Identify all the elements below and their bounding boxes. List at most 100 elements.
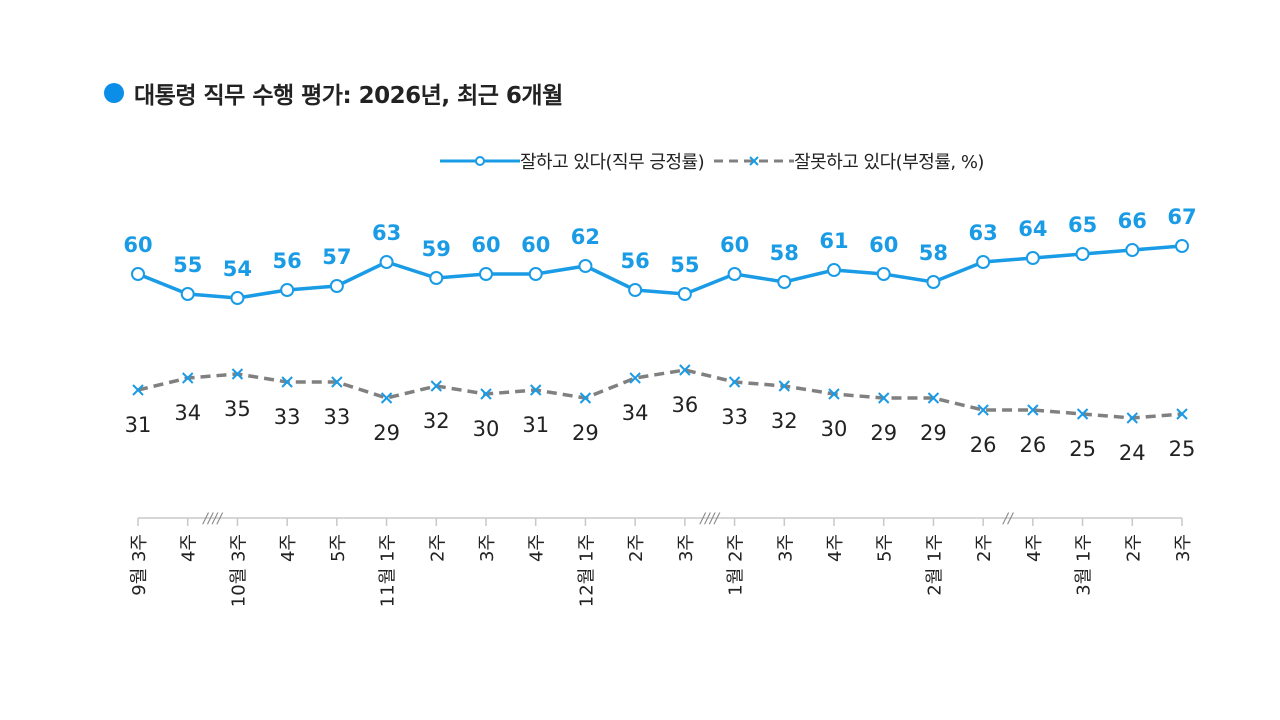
series-line [137, 368, 1183, 420]
data-label: 33 [721, 405, 748, 429]
data-point [876, 267, 891, 281]
data-point [828, 388, 840, 400]
data-point [878, 392, 890, 404]
data-point [281, 376, 293, 388]
data-label: 34 [174, 401, 201, 425]
data-label: 26 [970, 433, 997, 457]
axis-break-mark: //// [201, 511, 223, 527]
data-point [480, 388, 492, 400]
legend-item-positive: 잘하고 있다(직무 긍정률) [440, 148, 705, 174]
data-label: 33 [323, 405, 350, 429]
x-tick-label: 2주 [427, 534, 448, 562]
x-tick-label: 4주 [179, 534, 200, 562]
data-point [530, 384, 542, 396]
data-label: 57 [322, 245, 351, 269]
data-point [728, 376, 741, 388]
data-point [180, 287, 195, 301]
data-point [1025, 251, 1040, 265]
x-tick-label: 4주 [527, 534, 548, 562]
data-point [1027, 404, 1039, 416]
data-point [1126, 412, 1138, 424]
data-label: 65 [1068, 213, 1097, 237]
axis-break-mark: // [1001, 511, 1014, 527]
x-tick-label: 1월 2주 [726, 534, 747, 596]
x-tick-label: 11월 1주 [378, 534, 399, 607]
data-label: 54 [223, 257, 252, 281]
legend-label-positive: 잘하고 있다(직무 긍정률) [520, 152, 705, 173]
data-point [1075, 247, 1090, 261]
x-tick-label: 4주 [278, 534, 299, 562]
data-label: 29 [373, 421, 400, 445]
data-point [778, 380, 790, 392]
series-negative: 31 34 35 33 33 29 32 30 31 29 34 36 33 32 30 29 29 26 26 25… [125, 364, 1196, 465]
data-label: 60 [471, 233, 500, 257]
data-label: 31 [125, 413, 152, 437]
data-point [380, 392, 393, 404]
data-point [1176, 408, 1188, 420]
chart-title-text: 대통령 직무 수행 평가: 2026년, 최근 6개월 [134, 83, 563, 109]
data-label: 63 [969, 221, 998, 245]
data-label: 60 [521, 233, 550, 257]
data-point [132, 384, 144, 396]
data-point [1175, 239, 1189, 253]
x-tick-label: 3월 1주 [1074, 534, 1095, 596]
data-label: 62 [571, 225, 600, 249]
data-point [131, 267, 145, 281]
chart-title: 대통령 직무 수행 평가: 2026년, 최근 6개월 [104, 76, 563, 110]
data-label: 56 [273, 249, 302, 273]
data-point [827, 263, 841, 277]
data-label: 32 [423, 409, 450, 433]
data-label: 26 [1019, 433, 1046, 457]
x-tick-label: 12월 1주 [576, 534, 597, 607]
data-point [329, 279, 344, 293]
x-tick-label: 10월 3주 [228, 534, 249, 607]
x-tick-label: 2주 [974, 534, 995, 562]
legend-item-negative: 잘못하고 있다(부정률, %) [714, 148, 984, 174]
data-point [679, 364, 691, 376]
data-point [977, 404, 989, 416]
data-label: 59 [422, 237, 451, 261]
x-tick-label: 3주 [775, 534, 796, 562]
data-label: 25 [1069, 437, 1096, 461]
data-point [677, 287, 692, 301]
x-tick-label: 3주 [1173, 534, 1194, 562]
data-point [182, 372, 194, 384]
data-point [777, 275, 792, 289]
x-tick-label: 4주 [1024, 534, 1045, 562]
data-label: 67 [1167, 205, 1196, 229]
data-label: 64 [1018, 217, 1047, 241]
data-point [976, 255, 991, 269]
data-label: 56 [621, 249, 650, 273]
data-point [926, 275, 941, 289]
x-tick-label: 5주 [875, 534, 896, 562]
data-point [231, 368, 244, 380]
x-tick-label: 4주 [825, 534, 846, 562]
axis-break-mark: //// [698, 511, 720, 527]
data-label: 63 [372, 221, 401, 245]
data-label: 58 [770, 241, 799, 265]
data-label: 32 [771, 409, 798, 433]
data-point [528, 267, 543, 281]
data-label: 60 [720, 233, 749, 257]
data-label: 25 [1169, 437, 1196, 461]
data-point [927, 392, 940, 404]
data-point [280, 283, 295, 297]
x-tick-label: 2주 [1123, 534, 1144, 562]
data-point [727, 267, 742, 281]
data-label: 35 [224, 397, 251, 421]
data-label: 29 [920, 421, 947, 445]
data-point [430, 380, 442, 392]
data-point [1076, 408, 1089, 420]
data-label: 24 [1119, 441, 1146, 465]
x-tick-label: 3주 [676, 534, 697, 562]
data-point [230, 291, 245, 305]
data-label: 31 [522, 413, 549, 437]
data-point [1125, 243, 1140, 257]
x-tick-label: 9월 3주 [129, 534, 150, 596]
data-label: 34 [622, 401, 649, 425]
data-label: 60 [123, 233, 152, 257]
data-point [629, 372, 641, 384]
data-label: 66 [1118, 209, 1147, 233]
data-label: 30 [821, 417, 848, 441]
